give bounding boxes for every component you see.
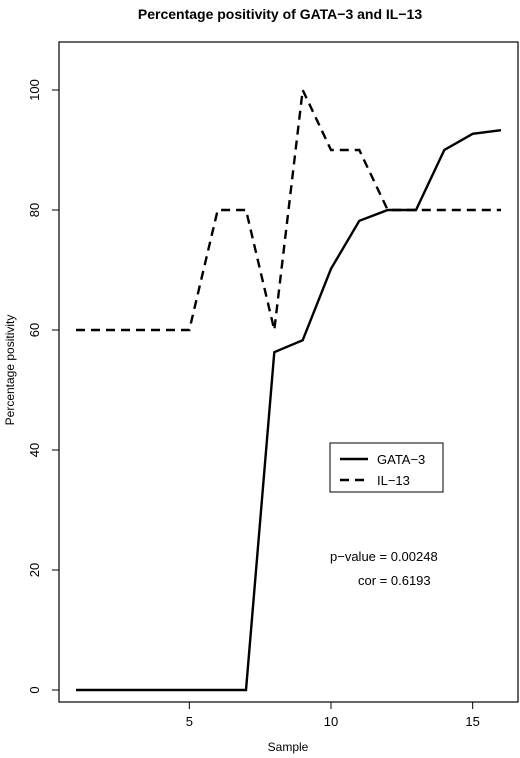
series-layer — [76, 85, 502, 692]
y-tick-label-20: 20 — [27, 563, 42, 577]
x-tick-label-15: 15 — [465, 714, 479, 729]
chart-title: Percentage positivity of GATA−3 and IL−1… — [138, 6, 422, 22]
x-axis-label: Sample — [268, 740, 309, 754]
series-line-gata3 — [76, 129, 502, 692]
series-line-il13 — [76, 85, 501, 332]
y-tick-label-0: 0 — [27, 686, 42, 693]
y-tick-label-60: 60 — [27, 323, 42, 337]
y-axis-label: Percentage positivity — [3, 315, 17, 426]
y-tick-label-80: 80 — [27, 203, 42, 217]
legend: GATA−3 IL−13 — [329, 442, 444, 493]
legend-label-il13: IL−13 — [377, 473, 410, 488]
y-tick-label-40: 40 — [27, 443, 42, 457]
correlation-annotation: cor = 0.6193 — [358, 573, 431, 588]
legend-label-gata3: GATA−3 — [377, 452, 425, 467]
y-tick-label-100: 100 — [27, 79, 42, 101]
legend-box — [329, 442, 444, 493]
y-axis: 0 20 40 60 80 100 — [27, 79, 59, 694]
x-axis: 5 10 15 — [186, 702, 480, 729]
p-value-annotation: p−value = 0.00248 — [330, 549, 438, 564]
plot-frame — [58, 41, 519, 703]
x-tick-label-10: 10 — [324, 714, 338, 729]
x-tick-label-5: 5 — [186, 714, 193, 729]
